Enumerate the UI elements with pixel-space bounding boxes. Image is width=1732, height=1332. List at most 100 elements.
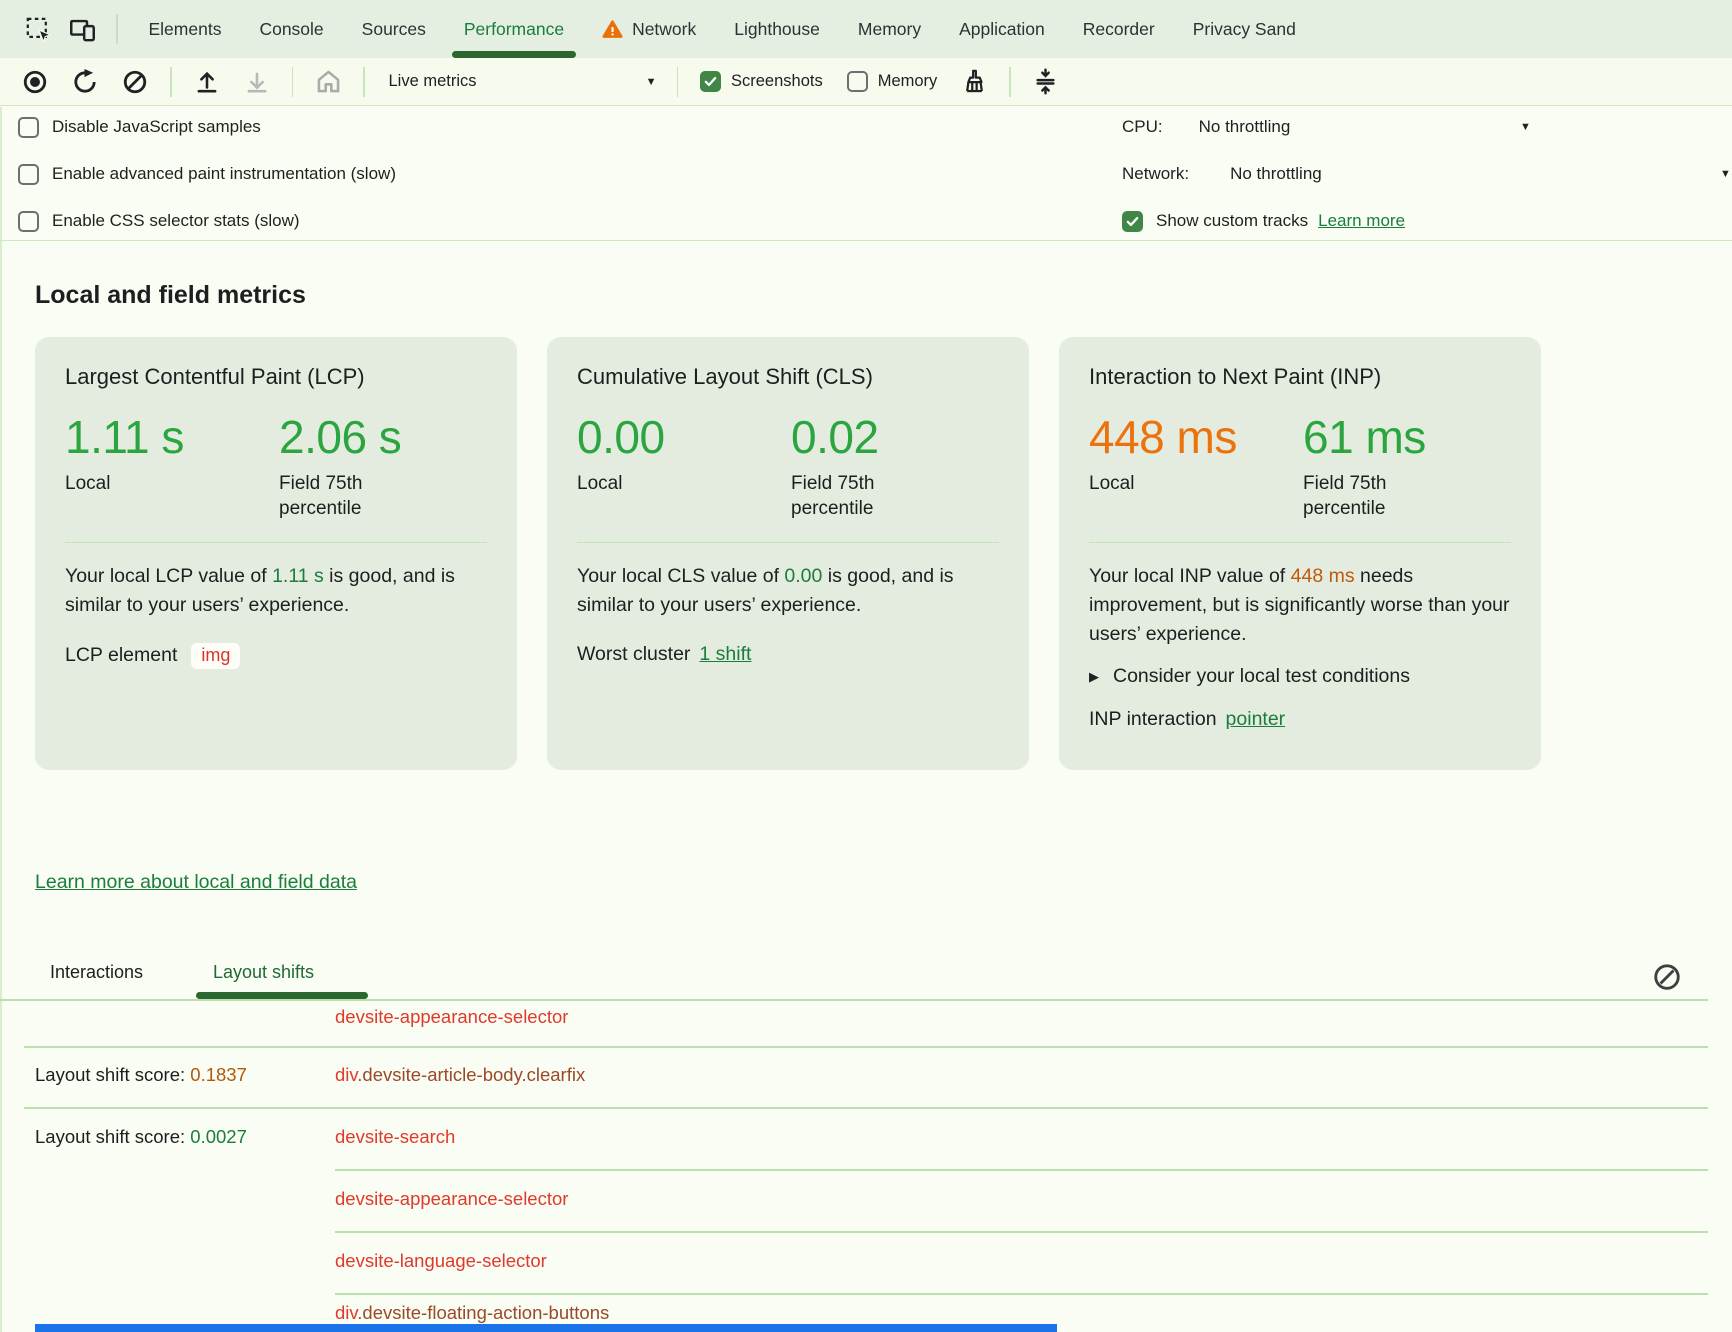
tab-memory[interactable]: Memory bbox=[857, 19, 922, 39]
layout-shift-row[interactable]: devsite-appearance-selector bbox=[335, 1188, 568, 1210]
layout-shift-row[interactable]: Layout shift score: 0.1837 bbox=[35, 1064, 247, 1085]
cls-local-label: Local bbox=[577, 472, 623, 494]
cls-local-value: 0.00 bbox=[577, 411, 665, 463]
element-link-classes[interactable]: .devsite-floating-action-buttons bbox=[357, 1302, 610, 1323]
lcp-field-value: 2.06 s bbox=[279, 411, 402, 463]
show-custom-tracks-row[interactable]: Show custom tracks Learn more bbox=[1122, 205, 1405, 237]
row-divider bbox=[24, 1107, 1708, 1109]
cpu-throttling-select[interactable]: CPU: No throttling ▼ bbox=[1122, 111, 1542, 143]
tab-layout-shifts[interactable]: Layout shifts bbox=[213, 962, 315, 982]
layout-shift-row-element[interactable]: devsite-search bbox=[335, 1126, 455, 1148]
clear-icon[interactable] bbox=[121, 68, 149, 96]
layout-shift-row[interactable]: devsite-appearance-selector bbox=[335, 1006, 568, 1028]
home-icon[interactable] bbox=[314, 68, 342, 96]
row-divider-partial bbox=[335, 1293, 1708, 1295]
separator bbox=[363, 66, 365, 97]
tab-recorder[interactable]: Recorder bbox=[1082, 19, 1155, 39]
tab-network-label: Network bbox=[632, 19, 697, 39]
disable-js-samples-checkbox[interactable] bbox=[18, 116, 39, 138]
memory-checkbox[interactable] bbox=[846, 71, 868, 92]
clear-log-icon[interactable] bbox=[1652, 962, 1682, 992]
cpu-value: No throttling bbox=[1198, 117, 1291, 136]
tab-performance[interactable]: Performance bbox=[445, 0, 583, 58]
network-throttling-select[interactable]: Network: No throttling ▼ bbox=[1122, 158, 1732, 190]
tab-elements[interactable]: Elements bbox=[148, 19, 222, 39]
inp-description: Your local INP value of 448 ms needs imp… bbox=[1089, 565, 1510, 645]
inp-field-value: 61 ms bbox=[1303, 411, 1426, 463]
reload-record-icon[interactable] bbox=[71, 68, 99, 96]
screenshots-toggle[interactable]: Screenshots bbox=[700, 71, 823, 92]
lcp-element-node-link[interactable]: img bbox=[191, 642, 241, 669]
tab-network[interactable]: Network bbox=[583, 0, 715, 58]
gc-broom-icon[interactable] bbox=[960, 68, 988, 96]
chevron-down-icon: ▼ bbox=[1720, 168, 1731, 180]
css-selector-stats-label: Enable CSS selector stats (slow) bbox=[52, 211, 300, 230]
disable-js-samples-row[interactable]: Disable JavaScript samples bbox=[18, 111, 261, 143]
element-link[interactable]: devsite-appearance-selector bbox=[335, 1188, 569, 1209]
show-custom-tracks-checkbox[interactable] bbox=[1122, 210, 1143, 232]
record-icon[interactable] bbox=[21, 68, 49, 96]
inp-card-title: Interaction to Next Paint (INP) bbox=[1089, 364, 1382, 389]
worst-cluster-link[interactable]: 1 shift bbox=[699, 642, 752, 665]
tab-interactions[interactable]: Interactions bbox=[50, 962, 144, 982]
layout-shift-row[interactable]: Layout shift score: 0.0027 bbox=[35, 1126, 247, 1147]
devtools-tab-bar: Elements Console Sources Performance Net… bbox=[0, 0, 1732, 58]
device-toolbar-icon[interactable] bbox=[65, 12, 99, 46]
row-divider bbox=[24, 1046, 1708, 1048]
lcp-inline-value: 1.11 s bbox=[272, 565, 324, 588]
upload-profile-icon[interactable] bbox=[193, 68, 221, 96]
tab-sources[interactable]: Sources bbox=[361, 19, 426, 39]
active-tab-underline bbox=[451, 51, 577, 58]
separator bbox=[116, 14, 118, 44]
layout-shift-row[interactable]: div.devsite-floating-action-buttons bbox=[335, 1302, 609, 1324]
row-divider-partial bbox=[335, 1231, 1708, 1233]
inp-inline-value: 448 ms bbox=[1290, 565, 1355, 588]
layout-shift-row-element[interactable]: div.devsite-article-body.clearfix bbox=[335, 1064, 585, 1086]
lcp-local-value: 1.11 s bbox=[65, 411, 184, 463]
collapse-rows-icon[interactable] bbox=[1032, 68, 1060, 96]
layout-shift-row[interactable]: devsite-language-selector bbox=[335, 1250, 547, 1272]
cls-card-title: Cumulative Layout Shift (CLS) bbox=[577, 364, 873, 389]
layout-shift-score: 0.0027 bbox=[190, 1126, 247, 1147]
inp-card: Interaction to Next Paint (INP) 448 ms L… bbox=[1059, 337, 1541, 770]
element-link-classes[interactable]: .devsite-article-body.clearfix bbox=[357, 1064, 586, 1085]
cpu-label: CPU: bbox=[1122, 117, 1163, 136]
lcp-card-title: Largest Contentful Paint (LCP) bbox=[65, 364, 365, 389]
advanced-paint-row[interactable]: Enable advanced paint instrumentation (s… bbox=[18, 158, 396, 190]
worst-cluster-label: Worst cluster bbox=[577, 642, 691, 665]
inp-field-label: Field 75th percentile bbox=[1303, 472, 1387, 519]
element-link[interactable]: devsite-search bbox=[335, 1126, 456, 1147]
field-data-learn-more-link[interactable]: Learn more about local and field data bbox=[35, 871, 357, 893]
inp-local-label: Local bbox=[1089, 472, 1135, 494]
lcp-field-label: Field 75th percentile bbox=[279, 472, 363, 519]
log-header-divider bbox=[0, 999, 1708, 1001]
download-profile-icon[interactable] bbox=[243, 68, 271, 96]
element-link[interactable]: devsite-language-selector bbox=[335, 1250, 547, 1271]
network-value: No throttling bbox=[1230, 164, 1322, 183]
inp-interaction-link[interactable]: pointer bbox=[1225, 708, 1286, 731]
lcp-local-label: Local bbox=[65, 472, 111, 494]
tab-application[interactable]: Application bbox=[959, 19, 1045, 39]
lcp-element-label: LCP element bbox=[65, 644, 178, 667]
element-link[interactable]: div bbox=[335, 1064, 358, 1085]
element-link[interactable]: devsite-appearance-selector bbox=[335, 1006, 569, 1027]
element-link[interactable]: div bbox=[335, 1302, 358, 1323]
tab-privacy-sandbox[interactable]: Privacy Sand bbox=[1192, 19, 1296, 39]
custom-tracks-learn-more-link[interactable]: Learn more bbox=[1318, 211, 1406, 230]
screenshots-label: Screenshots bbox=[731, 72, 823, 90]
history-dropdown[interactable]: Live metrics ▼ bbox=[375, 65, 667, 99]
css-selector-stats-row[interactable]: Enable CSS selector stats (slow) bbox=[18, 205, 300, 237]
lcp-description: Your local LCP value of 1.11 s is good, … bbox=[65, 565, 455, 617]
chevron-down-icon: ▼ bbox=[1520, 121, 1531, 133]
memory-toggle[interactable]: Memory bbox=[846, 71, 937, 92]
css-selector-stats-checkbox[interactable] bbox=[18, 210, 39, 232]
screenshots-checkbox[interactable] bbox=[700, 71, 721, 92]
advanced-paint-checkbox[interactable] bbox=[18, 163, 39, 185]
warning-icon bbox=[602, 19, 623, 40]
tab-lighthouse[interactable]: Lighthouse bbox=[734, 19, 820, 39]
inspect-element-icon[interactable] bbox=[21, 12, 55, 46]
local-test-conditions-label: Consider your local test conditions bbox=[1113, 665, 1410, 688]
local-test-conditions-disclosure[interactable]: ▶ Consider your local test conditions bbox=[1089, 665, 1511, 688]
tab-console[interactable]: Console bbox=[259, 19, 324, 39]
